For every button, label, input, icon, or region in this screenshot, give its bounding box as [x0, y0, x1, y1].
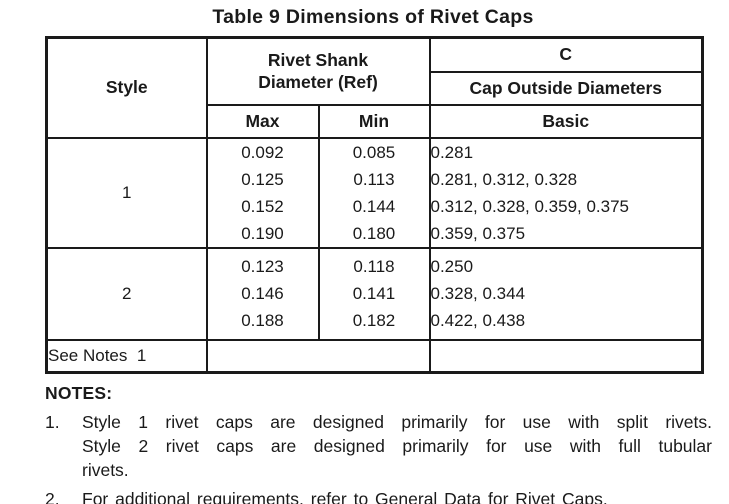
style-2-max-values: 0.123 0.146 0.188: [205, 246, 320, 341]
style-2-basic-values: 0.250 0.328, 0.344 0.422, 0.438: [428, 246, 704, 341]
header-max: Max: [205, 103, 320, 139]
empty-basic-cell: [428, 338, 704, 374]
style-1-max-values: 0.092 0.125 0.152 0.190: [205, 136, 320, 249]
table-title: Table 9 Dimensions of Rivet Caps: [212, 6, 534, 28]
table-row-style-1: 1 0.092 0.125 0.152 0.190 0.085 0.113 0.144 0.…: [45, 136, 704, 249]
table-row-see-notes: See Notes 1: [45, 338, 704, 374]
empty-shank-cell: [205, 338, 431, 374]
note-2-text: For additional requirements, refer to Ge…: [82, 489, 608, 504]
header-rivet-shank-diameter: Rivet Shank Diameter (Ref): [205, 36, 431, 106]
note-item-2: 2. For additional requirements, refer to…: [45, 487, 712, 504]
see-notes-cell: See Notes 1: [45, 338, 208, 374]
header-min: Min: [317, 103, 431, 139]
style-1-label: 1: [45, 136, 208, 249]
notes-section: NOTES: 1. Style 1 rivet caps are designe…: [45, 381, 712, 504]
note-1-text: Style 1 rivet caps are designed primaril…: [82, 412, 712, 480]
notes-heading: NOTES:: [45, 383, 113, 403]
table-header: Style Rivet Shank Diameter (Ref) C Cap O…: [45, 36, 704, 139]
rivet-caps-table: Style Rivet Shank Diameter (Ref) C Cap O…: [45, 36, 704, 374]
table-row-style-2: 2 0.123 0.146 0.188 0.118 0.141 0.182 0.250 0…: [45, 246, 704, 341]
style-2-label: 2: [45, 246, 208, 341]
header-cap-outside-diameters: Cap Outside Diameters: [428, 70, 704, 106]
note-item-1: 1. Style 1 rivet caps are designed prima…: [45, 410, 712, 482]
style-2-min-values: 0.118 0.141 0.182: [317, 246, 431, 341]
table-body: 1 0.092 0.125 0.152 0.190 0.085 0.113 0.144 0.…: [45, 136, 704, 374]
header-style: Style: [45, 36, 208, 139]
style-1-min-values: 0.085 0.113 0.144 0.180: [317, 136, 431, 249]
header-basic: Basic: [428, 103, 704, 139]
header-c: C: [428, 36, 704, 73]
note-1-number: 1.: [45, 412, 60, 432]
style-1-basic-values: 0.281 0.281, 0.312, 0.328 0.312, 0.328, 0.…: [428, 136, 704, 249]
note-2-number: 2.: [45, 489, 60, 504]
